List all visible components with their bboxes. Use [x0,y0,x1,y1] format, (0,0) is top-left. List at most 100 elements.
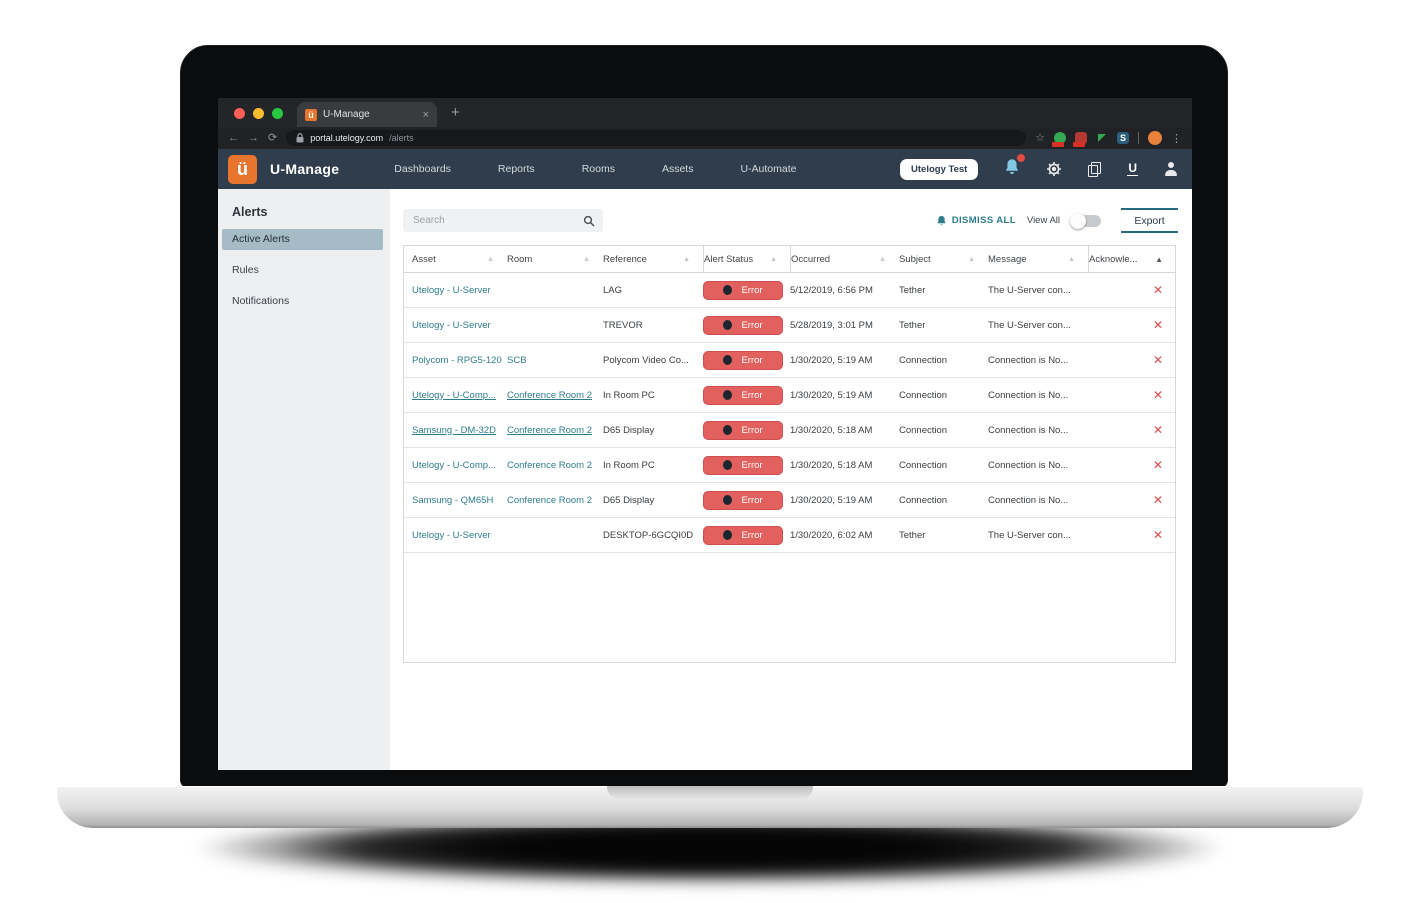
dismiss-alert-button[interactable]: ✕ [1152,528,1163,542]
sidebar-item-notifications[interactable]: Notifications [232,295,290,307]
cell-reference: In Room PC [603,389,655,401]
tab-close-icon[interactable]: × [422,108,429,121]
close-window-button[interactable] [234,108,245,119]
cell-alert-status: Error [703,350,790,370]
maximize-window-button[interactable] [272,108,283,119]
nav-link-reports[interactable]: Reports [497,163,535,175]
browser-menu-icon[interactable]: ⋮ [1171,132,1182,145]
cell-asset[interactable]: Samsung - QM65H [412,494,494,506]
column-header-message[interactable]: Message ▲ [988,253,1075,265]
sort-icon: ▲ [1068,255,1075,263]
extension-badge [1052,142,1064,147]
column-header-alert-status[interactable]: Alert Status ▲ [703,246,790,272]
dismiss-all-button[interactable]: DISMISS ALL [936,215,1016,226]
nav-link-u-automate[interactable]: U-Automate [740,163,797,175]
cell-message: Connection is No... [988,424,1069,436]
user-profile-icon[interactable] [1164,162,1178,176]
extension-icon[interactable] [1052,132,1066,147]
dismiss-alert-button[interactable]: ✕ [1152,318,1163,332]
search-box[interactable] [403,209,603,232]
back-icon[interactable]: ← [228,131,239,144]
extension-icon[interactable] [1073,132,1087,147]
nav-link-assets[interactable]: Assets [661,163,694,175]
cell-reference: In Room PC [603,459,655,471]
dismiss-alert-button[interactable]: ✕ [1152,458,1163,472]
browser-tab[interactable]: ü U-Manage × [297,102,437,127]
lock-icon [296,133,304,143]
dismiss-alert-button[interactable]: ✕ [1152,423,1163,437]
cell-acknowledge: ✕ [1088,388,1175,402]
cell-reference: LAG [603,284,623,296]
cell-message: Connection is No... [988,459,1069,471]
cell-asset[interactable]: Utelogy - U-Comp... [412,459,496,471]
cell-reference: DESKTOP-6GCQI0D [603,529,694,541]
sidebar: Alerts Active Alerts Rules Notifications [218,189,390,770]
column-header-acknowledge[interactable]: Acknowle... ▲ [1088,246,1175,272]
nav-link-rooms[interactable]: Rooms [581,163,615,175]
extension-icon[interactable]: S [1117,132,1129,144]
table-row: Samsung - QM65H Conference Room 2 D65 Di… [404,483,1175,518]
nav-link-dashboards[interactable]: Dashboards [394,163,451,175]
dismiss-alert-button[interactable]: ✕ [1152,353,1163,367]
reload-icon[interactable]: ⟳ [268,131,278,144]
column-header-asset[interactable]: Asset ▲ [412,253,494,265]
sidebar-item-active-alerts[interactable]: Active Alerts [222,229,383,250]
cell-room[interactable]: SCB [507,354,527,366]
cell-asset[interactable]: Polycom - RPG5-120 [412,354,502,366]
forward-icon[interactable]: → [248,131,259,144]
column-header-reference[interactable]: Reference ▲ [603,253,690,265]
u-automate-icon[interactable]: U [1127,161,1138,176]
cell-subject: Tether [899,319,926,331]
dismiss-all-label: DISMISS ALL [951,215,1016,226]
cell-occurred: 5/12/2019, 6:56 PM [790,284,873,296]
cell-message: Connection is No... [988,494,1069,506]
cell-asset[interactable]: Utelogy - U-Comp... [412,389,496,401]
table-body: Utelogy - U-Server LAG Error 5/12/2019, … [404,273,1175,553]
window-controls [234,108,283,119]
column-header-occurred[interactable]: Occurred ▲ [790,246,899,272]
sidebar-item-rules[interactable]: Rules [232,264,259,276]
cell-room[interactable]: Conference Room 2 [507,459,593,471]
cell-room[interactable]: Conference Room 2 [507,424,593,436]
cell-alert-status: Error [703,280,790,300]
url-path: /alerts [389,133,414,143]
cell-message: Connection is No... [988,354,1069,366]
toggle-knob [1070,212,1086,229]
cell-asset[interactable]: Utelogy - U-Server [412,284,491,296]
settings-gear-icon[interactable] [1046,161,1062,177]
minimize-window-button[interactable] [253,108,264,119]
search-input[interactable] [413,215,583,226]
account-button[interactable]: Utelogy Test [900,158,979,180]
cell-alert-status: Error [703,490,790,510]
table-row: Utelogy - U-Server DESKTOP-6GCQI0D Error… [404,518,1175,553]
notifications-bell-icon[interactable] [1004,153,1027,180]
new-tab-button[interactable]: + [451,104,460,121]
bookmark-star-icon[interactable]: ☆ [1035,131,1045,144]
nav-links: Dashboards Reports Rooms Assets U-Automa… [394,163,796,175]
tab-title: U-Manage [323,109,370,120]
dismiss-alert-button[interactable]: ✕ [1152,283,1163,297]
status-dot-icon [723,355,733,365]
view-all-toggle[interactable] [1070,212,1101,229]
notification-badge [1016,153,1027,163]
dismiss-alert-button[interactable]: ✕ [1152,493,1163,507]
cell-alert-status: Error [703,455,790,475]
status-dot-icon [723,530,733,540]
column-header-subject[interactable]: Subject ▲ [899,253,975,265]
extension-arrow-icon[interactable] [1096,132,1108,144]
cell-room[interactable]: Conference Room 2 [507,389,593,401]
cell-room[interactable]: Conference Room 2 [507,494,593,506]
reports-copy-icon[interactable] [1088,161,1102,177]
browser-profile-avatar[interactable] [1148,131,1162,145]
address-bar[interactable]: portal.utelogy.com /alerts [286,130,1027,146]
column-header-room[interactable]: Room ▲ [507,253,590,265]
cell-asset[interactable]: Utelogy - U-Server [412,529,491,541]
export-button[interactable]: Export [1121,208,1178,233]
cell-asset[interactable]: Samsung - DM-32D [412,424,496,436]
dismiss-alert-button[interactable]: ✕ [1152,388,1163,402]
app-navbar: ü U-Manage Dashboards Reports Rooms Asse… [218,149,1192,189]
cell-asset[interactable]: Utelogy - U-Server [412,319,491,331]
browser-toolbar: ← → ⟳ portal.utelogy.com /alerts ☆ S [218,127,1192,149]
url-host: portal.utelogy.com [310,133,384,143]
